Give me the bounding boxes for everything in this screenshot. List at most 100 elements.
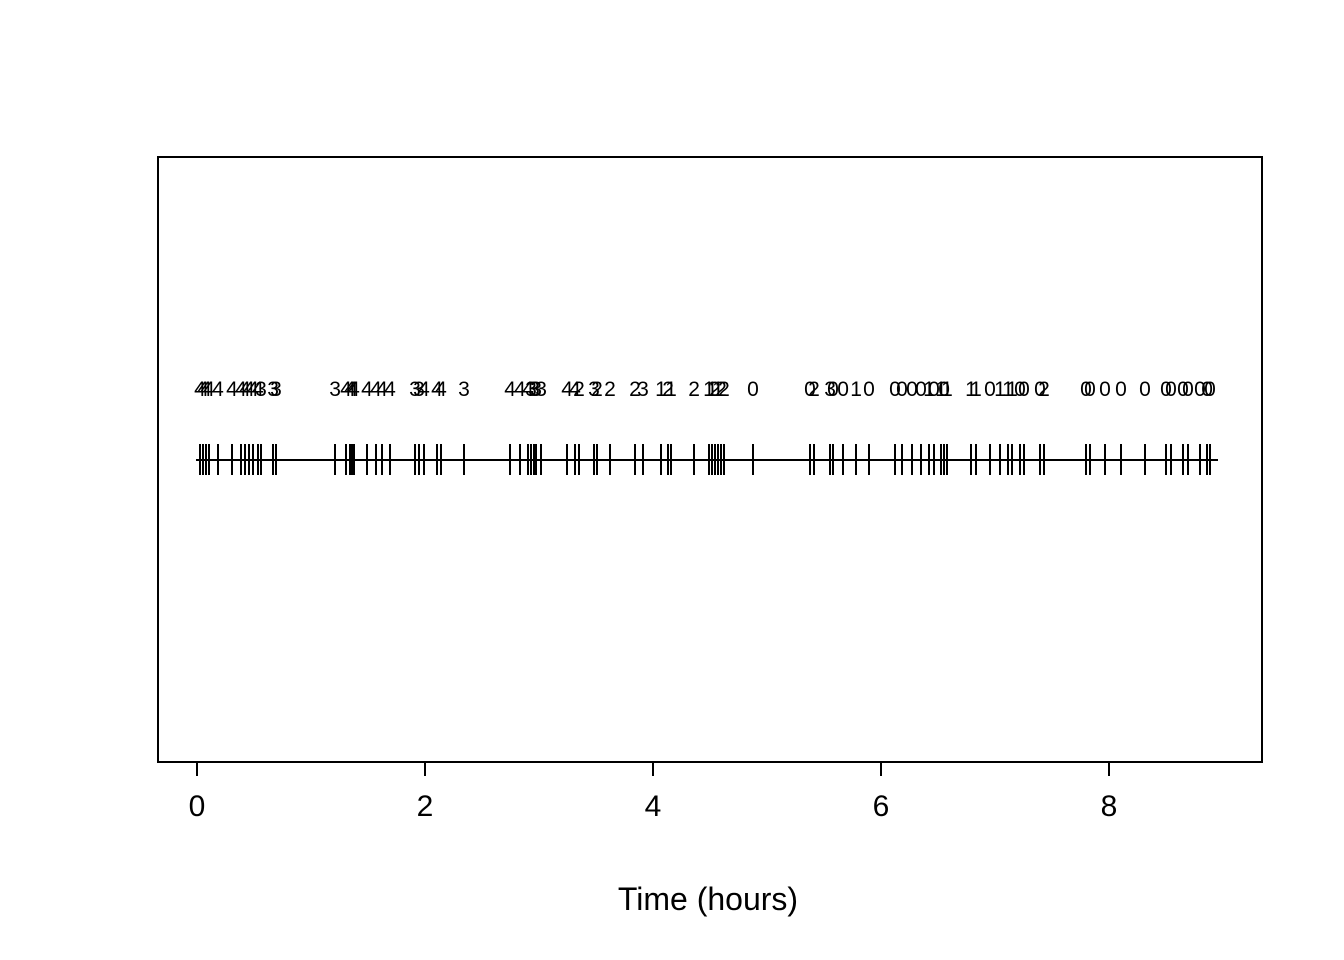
event-count-label: 3 <box>413 378 425 401</box>
event-tick <box>462 444 465 475</box>
event-tick <box>969 444 972 475</box>
event-tick <box>578 444 580 475</box>
event-tick <box>352 444 355 475</box>
event-count-label: 0 <box>1014 378 1026 401</box>
event-tick <box>435 444 438 475</box>
event-count-label: 4 <box>243 378 255 401</box>
event-tick <box>351 444 354 475</box>
event-count-label: 4 <box>239 378 251 401</box>
event-tick <box>334 444 337 475</box>
event-tick <box>518 444 521 475</box>
event-count-label: 4 <box>569 378 581 401</box>
event-count-label: 3 <box>255 378 267 401</box>
event-count-label: 2 <box>629 378 641 401</box>
event-tick <box>1104 444 1106 475</box>
event-count-label: 2 <box>808 378 820 401</box>
event-tick <box>527 444 530 475</box>
event-count-label: 2 <box>688 378 700 401</box>
event-count-label: 4 <box>340 378 352 401</box>
timeline-baseline <box>195 459 1218 461</box>
event-count-label: 0 <box>747 378 759 401</box>
event-count-label: 1 <box>850 378 862 401</box>
event-count-label: 4 <box>514 378 526 401</box>
event-count-label: 4 <box>212 378 224 401</box>
event-count-label: 0 <box>906 378 918 401</box>
event-tick <box>693 444 696 475</box>
event-tick <box>659 444 662 475</box>
event-tick <box>1187 444 1189 475</box>
event-tick <box>812 444 815 475</box>
event-tick <box>920 444 922 475</box>
event-tick <box>946 444 948 475</box>
event-tick <box>509 444 512 475</box>
event-count-label: 0 <box>1115 378 1127 401</box>
event-count-label: 0 <box>889 378 901 401</box>
event-count-label: 2 <box>573 378 585 401</box>
event-tick <box>230 444 233 475</box>
event-count-label: 0 <box>928 378 940 401</box>
event-count-label: 1 <box>965 378 977 401</box>
event-count-label: 2 <box>591 378 603 401</box>
event-count-label: 4 <box>504 378 516 401</box>
event-tick <box>832 444 834 475</box>
event-tick <box>207 444 210 475</box>
event-tick <box>1198 444 1201 475</box>
event-count-label: 4 <box>370 378 382 401</box>
event-tick <box>633 444 636 475</box>
event-count-label: 0 <box>1099 378 1111 401</box>
x-axis-tick <box>424 763 426 776</box>
event-count-label: 0 <box>1034 378 1046 401</box>
event-count-label: 3 <box>458 378 470 401</box>
event-tick <box>439 444 442 475</box>
x-axis-tick <box>196 763 198 776</box>
event-tick <box>1018 444 1021 475</box>
event-count-label: 0 <box>837 378 849 401</box>
event-tick <box>855 444 858 475</box>
event-count-label: 1 <box>1006 378 1018 401</box>
event-count-label: 1 <box>655 378 667 401</box>
event-tick <box>719 444 722 475</box>
event-count-label: 2 <box>604 378 616 401</box>
event-tick <box>592 444 595 475</box>
event-count-label: 0 <box>915 378 927 401</box>
event-tick <box>348 444 351 475</box>
event-count-label: 3 <box>329 378 341 401</box>
event-count-label: 0 <box>863 378 875 401</box>
event-tick <box>911 444 913 475</box>
event-count-label: 0 <box>1080 378 1092 401</box>
event-tick <box>829 444 832 475</box>
event-count-label: 3 <box>409 378 421 401</box>
event-count-label: 4 <box>435 378 447 401</box>
event-count-label: 4 <box>418 378 430 401</box>
event-tick <box>247 444 250 475</box>
event-count-label: 1 <box>712 378 724 401</box>
event-count-label: 3 <box>824 378 836 401</box>
event-tick <box>566 444 569 475</box>
event-count-label: 1 <box>994 378 1006 401</box>
event-tick <box>198 444 201 475</box>
event-count-label: 0 <box>827 378 839 401</box>
event-tick <box>1010 444 1013 475</box>
event-count-label: 1 <box>935 378 947 401</box>
event-count-label: 0 <box>1204 378 1216 401</box>
event-tick <box>711 444 714 475</box>
event-count-label: 4 <box>384 378 396 401</box>
event-tick <box>1039 444 1042 475</box>
event-tick <box>202 444 205 475</box>
event-tick <box>1088 444 1091 475</box>
event-count-label: 0 <box>1182 378 1194 401</box>
event-tick <box>381 444 384 475</box>
event-tick <box>714 444 717 475</box>
event-count-label: 4 <box>361 378 373 401</box>
event-tick <box>344 444 347 475</box>
x-axis-tick-label: 0 <box>188 790 206 823</box>
event-count-label: 0 <box>938 378 950 401</box>
event-tick <box>641 444 644 475</box>
event-tick <box>275 444 277 475</box>
event-tick <box>374 444 377 475</box>
event-tick <box>596 444 599 475</box>
event-tick <box>943 444 946 475</box>
event-tick <box>933 444 935 475</box>
event-count-label: 0 <box>1177 378 1189 401</box>
